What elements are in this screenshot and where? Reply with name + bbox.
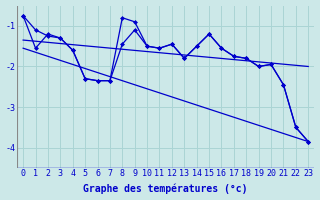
X-axis label: Graphe des températures (°c): Graphe des températures (°c) <box>84 184 248 194</box>
